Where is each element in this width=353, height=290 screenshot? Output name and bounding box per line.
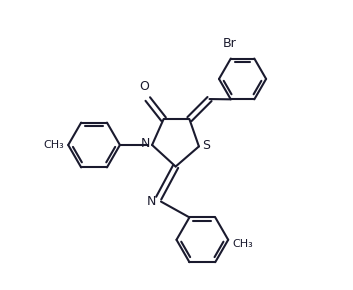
Text: Br: Br <box>222 37 236 50</box>
Text: S: S <box>202 139 210 152</box>
Text: CH₃: CH₃ <box>233 239 253 249</box>
Text: CH₃: CH₃ <box>43 140 64 150</box>
Text: O: O <box>139 80 149 93</box>
Text: N: N <box>147 195 156 208</box>
Text: N: N <box>140 137 150 150</box>
